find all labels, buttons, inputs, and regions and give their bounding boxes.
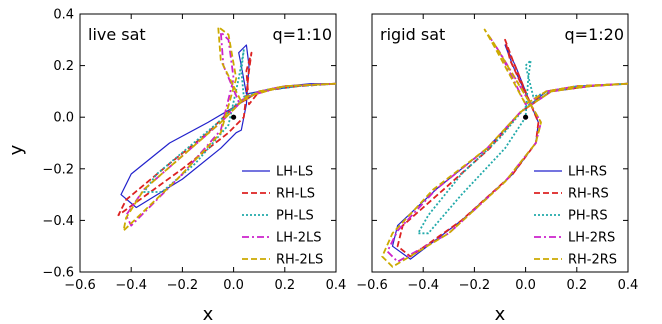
x-axis-label: x — [495, 304, 506, 324]
x-tick-label: 0.4 — [618, 278, 639, 293]
series-line-lh-ls — [120, 44, 336, 209]
series-line-rh-2rs — [381, 28, 628, 268]
x-tick-label: 0.0 — [515, 278, 536, 293]
x-tick-label: −0.2 — [459, 278, 491, 293]
legend-label: LH-RS — [568, 165, 607, 180]
x-tick-label: −0.4 — [407, 278, 439, 293]
panel-label: live sat — [88, 25, 146, 44]
series-line-ph-rs — [417, 59, 628, 235]
y-tick-label: −0.4 — [42, 214, 74, 229]
legend-label: RH-RS — [568, 187, 609, 202]
ratio-label: q=1:20 — [565, 25, 625, 44]
plot-frame — [371, 13, 629, 273]
legend-label: PH-RS — [568, 209, 608, 224]
y-tick-label: 0.4 — [53, 8, 74, 23]
x-tick-label: −0.2 — [167, 278, 199, 293]
center-point — [523, 114, 529, 120]
panel-label: rigid sat — [380, 25, 445, 44]
x-tick-label: 0.2 — [566, 278, 587, 293]
plot-frame — [79, 13, 337, 273]
panel-rigid-sat: −0.6 −0.4 −0.2 0.0 0.2 0.4 x rigid sat q=1:20 LH-… — [356, 13, 639, 324]
legend-label: LH-LS — [276, 165, 313, 180]
center-point — [231, 114, 237, 120]
x-tick-label: −0.6 — [356, 278, 388, 293]
x-tick-label: −0.6 — [64, 278, 96, 293]
legend-label: LH-2LS — [276, 231, 321, 246]
y-tick-label: −0.6 — [42, 266, 74, 281]
y-tick-label: −0.2 — [42, 162, 74, 177]
x-tick-label: −0.4 — [115, 278, 147, 293]
x-axis-label: x — [203, 304, 214, 324]
y-tick-label: 0.2 — [53, 59, 74, 74]
series-line-rh-2ls — [122, 26, 336, 232]
legend-label: RH-2LS — [276, 253, 323, 268]
x-tick-label: 0.0 — [223, 278, 244, 293]
legend-label: RH-2RS — [568, 253, 617, 268]
panel-live-sat: −0.6 −0.4 −0.2 0.0 0.2 0.4 −0.6 −0.4 −0.2 0.0 0.2 0… — [42, 8, 346, 324]
legend-label: RH-LS — [276, 187, 315, 202]
series-line-rh-rs — [396, 38, 628, 258]
legend-label: PH-LS — [276, 209, 314, 224]
x-tick-label: 0.4 — [326, 278, 347, 293]
y-tick-label: 0.0 — [53, 111, 74, 126]
y-axis-label: y — [6, 144, 27, 155]
x-tick-label: 0.2 — [274, 278, 295, 293]
ratio-label: q=1:10 — [273, 25, 333, 44]
legend-label: LH-2RS — [568, 231, 615, 246]
